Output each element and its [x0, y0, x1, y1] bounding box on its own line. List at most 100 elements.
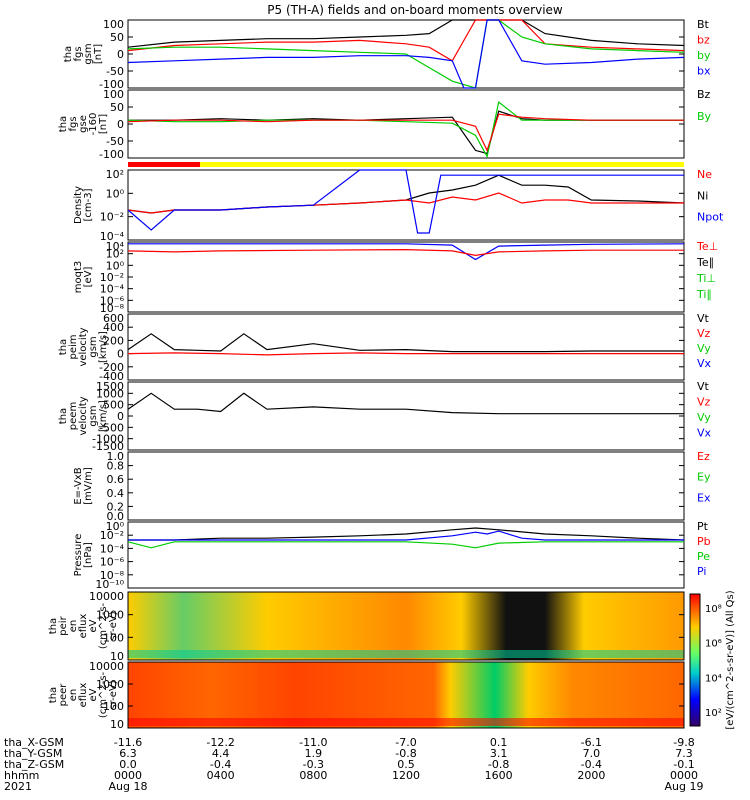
- x-row-label: tha_Z-GSM: [4, 758, 64, 771]
- y-tick-label: 1000: [96, 387, 124, 400]
- panel-frame: [127, 521, 685, 589]
- series-Vt: [127, 392, 684, 415]
- y-axis-label: eflux: [78, 614, 89, 639]
- x-row-label: tha_Y-GSM: [4, 747, 62, 760]
- panel-frame: [127, 89, 685, 159]
- y-axis-label: [cm-3]: [83, 188, 94, 221]
- heatmap-low-energy-band: [128, 718, 684, 726]
- legend-entry: Ne: [697, 168, 712, 181]
- heatmap-low-energy-band: [128, 650, 684, 658]
- x-tick-value: Aug 18: [109, 780, 148, 793]
- legend-entry: Ex: [697, 491, 711, 504]
- x-tick-value: 1.9: [305, 747, 323, 760]
- y-tick-label: -100: [99, 78, 124, 91]
- y-tick-label: 0.4: [107, 487, 125, 500]
- legend-entry: Bt: [697, 18, 710, 31]
- y-tick-label: 50: [110, 101, 124, 114]
- y-axis-label: (cm^2-s-: [98, 671, 109, 718]
- y-tick-label: 10⁰: [106, 187, 125, 200]
- x-tick-value: 0.5: [397, 758, 415, 771]
- x-tick-value: 6.3: [119, 747, 137, 760]
- y-axis-label: velocity: [78, 327, 89, 366]
- series-Bt: [127, 19, 685, 48]
- y-tick-label: 200: [103, 334, 124, 347]
- y-axis-label: Density: [73, 186, 84, 224]
- panel-frame: [127, 451, 685, 521]
- x-tick-value: -0.4: [210, 758, 231, 771]
- series-Ti: [128, 243, 685, 261]
- panel-peer_eflux: 10000 1000 100 10 tha peer en eflux eV (cm^2-s-sr…: [48, 660, 685, 731]
- y-tick-label: 0: [117, 410, 124, 423]
- y-tick-label: 10²: [106, 168, 124, 181]
- y-axis-label: fgs: [68, 116, 79, 131]
- y-axis-label: [eV]: [83, 267, 94, 288]
- legend-entry: Npot: [697, 211, 724, 224]
- mode-bar-red: [128, 162, 200, 167]
- y-axis-label: sr-eV): [108, 611, 119, 640]
- x-row-label: 2021: [4, 780, 32, 793]
- series-Pi: [128, 530, 684, 541]
- panel-efield: 1.00.80.60.40.20.0 E=-VxB [mV/m] Ez Ey Ex: [73, 450, 711, 523]
- x-tick-value: -11.0: [299, 736, 327, 749]
- panel-frame: [127, 169, 685, 241]
- y-tick-label: 10⁰: [106, 520, 125, 533]
- y-tick-label: 10⁻⁶: [100, 294, 125, 307]
- y-tick-label: 0.8: [107, 460, 125, 473]
- y-tick-label: 10²: [106, 248, 124, 261]
- x-tick-value: 2000: [577, 769, 605, 782]
- x-tick-value: -12.2: [206, 736, 234, 749]
- y-axis-label: gsm: [83, 43, 94, 64]
- y-axis-label: moqt3: [73, 261, 84, 294]
- y-axis-label: [nT]: [93, 44, 104, 64]
- y-axis-label: E=-VxB: [73, 467, 84, 504]
- x-tick-value: 0.0: [119, 758, 137, 771]
- series-bx: [127, 19, 685, 89]
- y-tick-label: 100: [103, 88, 124, 101]
- series-bz: [127, 19, 685, 62]
- x-tick-value: -6.1: [581, 736, 602, 749]
- y-tick-label: 600: [103, 312, 124, 325]
- legend-entry: Vt: [697, 380, 710, 393]
- y-axis-label: en: [68, 620, 79, 633]
- x-tick-value: -7.0: [395, 736, 416, 749]
- y-axis-label: eflux: [78, 683, 89, 708]
- x-tick-value: 0.1: [490, 736, 508, 749]
- panel-peir_eflux: 10000 1000 100 10 tha peir en eflux eV (cm^2-s-sr…: [48, 590, 685, 663]
- panel-frame: [127, 381, 685, 451]
- y-tick-label: 10000: [89, 590, 124, 603]
- y-tick-label: 500: [103, 399, 124, 412]
- x-axis-labels: tha_X-GSM -11.6 -12.2 -11.0 -7.0 0.1 -6.1 -9.8 t…: [4, 736, 703, 793]
- y-tick-label: 10⁻¹⁰: [95, 578, 124, 591]
- legend-entry: bz: [697, 34, 710, 47]
- y-tick-label: 10: [110, 718, 124, 731]
- legend-entry: Vz: [697, 327, 711, 340]
- panel-frame: [127, 591, 685, 661]
- legend-entry: Bz: [697, 88, 711, 101]
- colorbar-tick-label: 10⁴: [705, 673, 722, 684]
- panel-density: 10² 10⁰ 10⁻² 10⁻⁴ Density [cm-3] Ne Ni Npot: [73, 168, 724, 243]
- y-axis-label: tha: [58, 339, 69, 355]
- x-tick-value: 4.4: [212, 747, 230, 760]
- y-tick-label: 10000: [89, 660, 124, 673]
- y-axis-label: peir: [58, 615, 69, 635]
- y-axis-label: Pressure: [73, 534, 84, 577]
- y-axis-label: fgs: [73, 46, 84, 61]
- series-by: [127, 19, 685, 89]
- legend-entry: by: [697, 49, 711, 62]
- y-tick-label: -1000: [92, 433, 124, 446]
- legend-entry: Vt: [697, 312, 710, 325]
- y-axis-label: velocity: [78, 396, 89, 435]
- series-Pt: [128, 527, 685, 541]
- x-tick-value: -0.3: [303, 758, 324, 771]
- y-tick-label: -500: [99, 421, 124, 434]
- y-tick-label: 0: [117, 118, 124, 131]
- y-tick-label: 0.0: [107, 510, 125, 523]
- legend-entry: Pi: [697, 565, 706, 578]
- legend-entry: Vy: [697, 342, 711, 355]
- y-tick-label: 10⁻²: [100, 211, 124, 224]
- x-tick-value: -0.4: [581, 758, 602, 771]
- y-tick-label: 10⁴: [106, 240, 125, 253]
- y-tick-label: -1500: [92, 440, 124, 453]
